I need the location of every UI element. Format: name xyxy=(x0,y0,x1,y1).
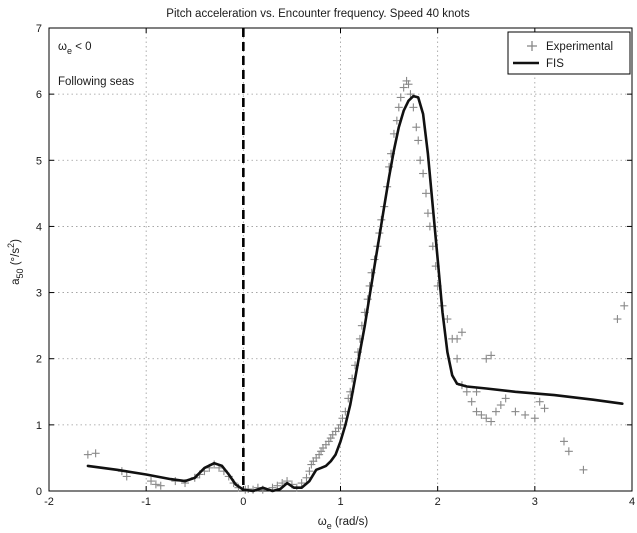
experimental-point xyxy=(414,136,423,145)
experimental-point xyxy=(423,209,432,218)
experimental-point xyxy=(620,301,629,310)
experimental-point xyxy=(419,169,428,178)
experimental-point xyxy=(399,83,408,92)
y-axis-label: a50 (°/s2) xyxy=(6,239,25,285)
experimental-point xyxy=(147,477,156,486)
experimental-point xyxy=(453,334,462,343)
experimental-point xyxy=(579,465,588,474)
experimental-point xyxy=(496,401,505,410)
experimental-point xyxy=(535,397,544,406)
experimental-point xyxy=(402,76,411,85)
experimental-point xyxy=(273,481,282,490)
experimental-point xyxy=(336,420,345,429)
experimental-point xyxy=(297,479,306,488)
fis-curve xyxy=(86,94,624,493)
y-tick-label: 2 xyxy=(36,354,42,366)
experimental-point xyxy=(564,447,573,456)
experimental-point xyxy=(472,407,481,416)
experimental-point xyxy=(305,467,314,476)
legend-box xyxy=(507,31,631,75)
experimental-point xyxy=(443,315,452,324)
experimental-point xyxy=(457,328,466,337)
experimental-point xyxy=(530,414,539,423)
chart-title: Pitch acceleration vs. Encounter frequen… xyxy=(166,8,470,20)
experimental-point xyxy=(404,80,413,89)
experimental-point xyxy=(409,103,418,112)
x-axis-label: ωe (rad/s) xyxy=(318,516,369,531)
experimental-point xyxy=(156,481,165,490)
y-tick-label: 6 xyxy=(36,89,42,101)
experimental-point xyxy=(613,315,622,324)
experimental-point xyxy=(540,404,549,413)
experimental-point xyxy=(477,410,486,419)
experimental-point xyxy=(317,447,326,456)
experimental-point xyxy=(521,410,530,419)
experimental-point xyxy=(511,407,520,416)
experimental-point xyxy=(151,480,160,489)
plot-area xyxy=(48,27,633,494)
experimental-point xyxy=(326,434,335,443)
y-tick-label: 7 xyxy=(36,23,42,35)
experimental-point xyxy=(416,156,425,165)
following-seas-annotation: Following seas xyxy=(58,76,134,88)
experimental-point xyxy=(412,123,421,132)
x-tick-label: 0 xyxy=(240,496,246,508)
y-tick-label: 0 xyxy=(36,486,42,498)
x-tick-label: 2 xyxy=(435,496,441,508)
y-tick-label: 3 xyxy=(36,288,42,300)
experimental-point xyxy=(559,437,568,446)
x-tick-label: -2 xyxy=(44,496,54,508)
legend: Experimental FIS xyxy=(507,31,631,75)
experimental-point xyxy=(302,473,311,482)
experimental-point xyxy=(482,354,491,363)
experimental-point xyxy=(334,424,343,433)
y-tick-label: 1 xyxy=(36,420,42,432)
experimental-point xyxy=(472,387,481,396)
legend-label-experimental: Experimental xyxy=(546,41,613,53)
y-tick-label: 4 xyxy=(36,221,42,233)
x-tick-label: 4 xyxy=(629,496,635,508)
tick-labels: -2 -1 0 1 2 3 4 0 1 2 3 4 5 6 7 xyxy=(36,23,635,508)
x-tick-label: -1 xyxy=(141,496,151,508)
fis-series xyxy=(86,94,624,493)
experimental-point xyxy=(501,394,510,403)
x-tick-label: 3 xyxy=(532,496,538,508)
experimental-point xyxy=(83,450,92,459)
experimental-point xyxy=(122,472,131,481)
experimental-point xyxy=(425,222,434,231)
y-tick-label: 5 xyxy=(36,155,42,167)
legend-marker-experimental xyxy=(527,41,537,51)
x-tick-label: 1 xyxy=(337,496,343,508)
experimental-point xyxy=(91,449,100,458)
legend-label-fis: FIS xyxy=(546,58,564,70)
experimental-point xyxy=(491,407,500,416)
experimental-point xyxy=(396,93,405,102)
experimental-point xyxy=(487,417,496,426)
experimental-point xyxy=(467,397,476,406)
experimental-point xyxy=(482,414,491,423)
condition-annotation: ωe < 0 xyxy=(58,41,92,56)
experimental-point xyxy=(487,351,496,360)
experimental-point xyxy=(422,189,431,198)
experimental-point xyxy=(394,103,403,112)
experimental-point xyxy=(406,90,415,99)
experimental-point xyxy=(338,414,347,423)
experimental-point xyxy=(315,450,324,459)
experimental-point xyxy=(307,460,316,469)
experimental-point xyxy=(324,437,333,446)
experimental-point xyxy=(462,387,471,396)
experimental-point xyxy=(453,354,462,363)
